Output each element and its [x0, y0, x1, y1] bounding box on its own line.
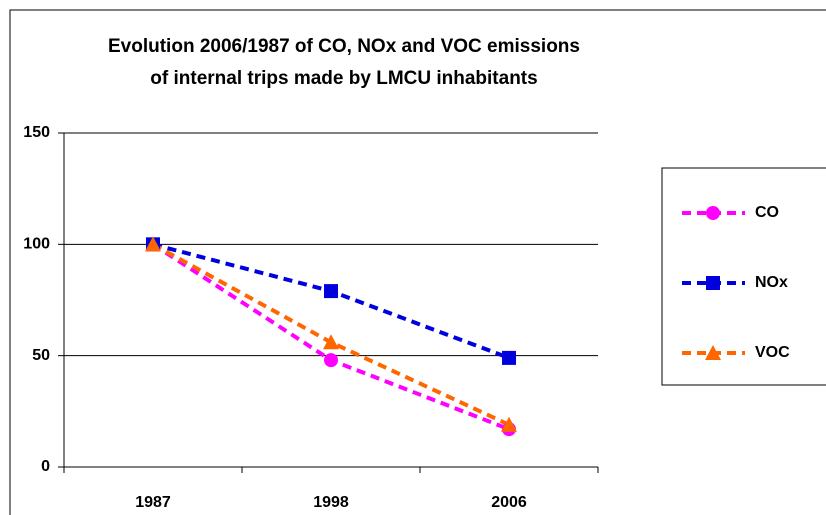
legend-box — [661, 167, 826, 386]
marker — [324, 353, 338, 368]
y-tick-label: 50 — [32, 347, 50, 364]
marker — [705, 345, 721, 360]
marker — [145, 236, 161, 252]
legend-label: VOC — [755, 344, 790, 361]
marker — [501, 416, 517, 432]
marker — [502, 350, 516, 365]
marker — [706, 276, 720, 290]
x-tick-label: 2006 — [491, 494, 527, 511]
y-tick-label: 0 — [41, 458, 50, 475]
x-tick-label: 1987 — [135, 494, 171, 511]
y-tick-label: 150 — [23, 124, 50, 141]
x-tick-label: 1998 — [313, 494, 349, 511]
y-tick-label: 100 — [23, 236, 50, 253]
legend-label: NOx — [755, 274, 788, 291]
legend-label: CO — [755, 204, 779, 221]
chart-title: of internal trips made by LMCU inhabitan… — [150, 68, 537, 89]
marker — [324, 284, 338, 299]
chart-title: Evolution 2006/1987 of CO, NOx and VOC e… — [108, 36, 580, 57]
marker — [323, 334, 339, 350]
marker — [706, 206, 720, 220]
